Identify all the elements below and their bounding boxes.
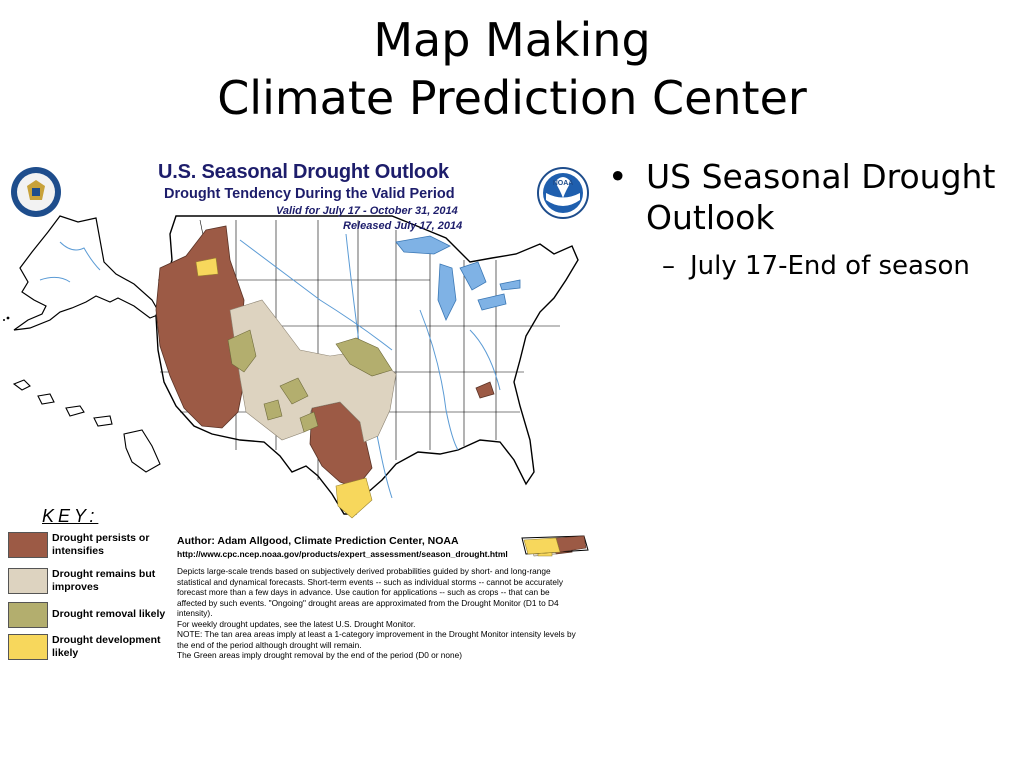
figure-release-date: Released July 17, 2014	[343, 220, 463, 232]
slide-title: Map Making Climate Prediction Center	[0, 12, 1024, 127]
note-paragraph: The Green areas imply drought removal by…	[177, 650, 463, 660]
great-lakes	[395, 235, 521, 321]
hawaii-map	[12, 379, 161, 473]
note-paragraph: For weekly drought updates, see the late…	[177, 618, 416, 629]
figure-title: U.S. Seasonal Drought Outlook	[158, 161, 449, 183]
puerto-rico-map	[521, 535, 589, 555]
commerce-seal-icon	[11, 167, 61, 217]
slide-title-line-2: Climate Prediction Center	[217, 70, 807, 125]
note-paragraph: Depicts large-scale trends based on subj…	[177, 566, 563, 618]
slide-title-line-1: Map Making	[373, 13, 651, 67]
bullet-text: US Seasonal Drought Outlook	[646, 157, 996, 237]
legend-label-improves: Drought remains but improves	[52, 568, 156, 593]
note-paragraph: NOTE: The tan area areas imply at least …	[177, 629, 576, 650]
legend-swatch-improves	[8, 568, 48, 594]
legend-swatch-persists	[8, 532, 48, 558]
bullet-list: • US Seasonal Drought Outlook – July 17-…	[604, 156, 1014, 283]
sub-bullet-text: July 17-End of season	[690, 251, 970, 281]
figure-subtitle: Drought Tendency During the Valid Period	[164, 186, 455, 202]
figure-url: http://www.cpc.ncep.noaa.gov/products/ex…	[177, 549, 508, 559]
bullet-item: • US Seasonal Drought Outlook	[604, 156, 1014, 238]
figure-valid-period: Valid for July 17 - October 31, 2014	[276, 205, 458, 217]
noaa-logo-icon: NOAA	[537, 167, 589, 219]
figure-author: Author: Adam Allgood, Climate Prediction…	[177, 535, 459, 547]
legend-label-persists: Drought persists or intensifies	[52, 532, 150, 557]
legend-label-removal: Drought removal likely	[52, 608, 166, 620]
drought-removal-region	[227, 329, 393, 433]
bullet-dot-icon: •	[608, 157, 628, 196]
legend-swatch-removal	[8, 602, 48, 628]
sub-bullet-item: – July 17-End of season	[604, 250, 1014, 283]
alaska-map	[3, 215, 161, 331]
drought-development-region	[195, 257, 553, 557]
noaa-logo-text: NOAA	[553, 180, 574, 187]
legend-title: KEY:	[42, 506, 99, 526]
drought-map: NOAA	[3, 167, 589, 557]
drought-outlook-figure: NOAA	[0, 150, 600, 680]
dash-icon: –	[662, 251, 675, 281]
figure-notes: Depicts large-scale trends based on subj…	[177, 566, 577, 661]
legend-swatch-development	[8, 634, 48, 660]
legend-label-development: Drought development likely	[52, 634, 161, 659]
